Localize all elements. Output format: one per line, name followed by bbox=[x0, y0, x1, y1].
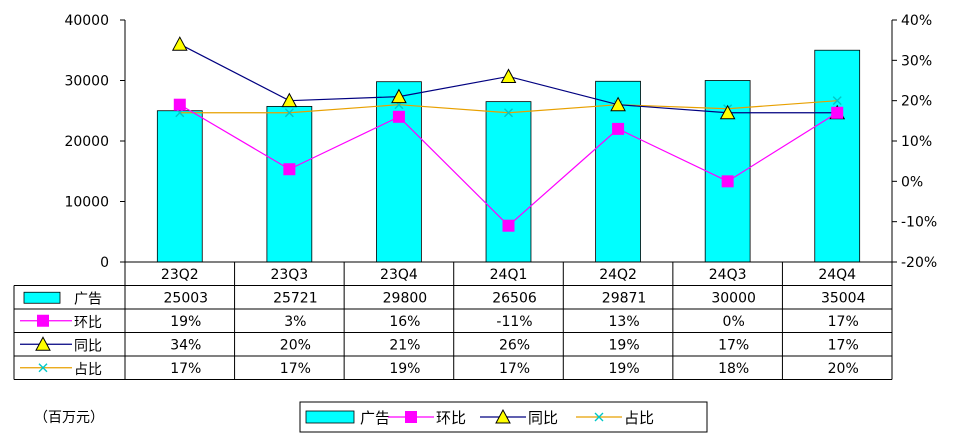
marker-同比-24Q1 bbox=[500, 68, 517, 83]
category-label: 23Q4 bbox=[380, 267, 418, 283]
category-label: 23Q2 bbox=[161, 267, 199, 283]
table-value: 25003 bbox=[164, 290, 209, 306]
y-right-tick-label: -10% bbox=[901, 215, 937, 231]
legend-swatch bbox=[305, 410, 355, 424]
legend-label: 环比 bbox=[436, 409, 466, 427]
legend-marker-环比 bbox=[405, 411, 417, 423]
table-value: 20% bbox=[828, 361, 859, 377]
table-value: 25721 bbox=[273, 290, 318, 306]
legend-item-环比: 环比 bbox=[388, 409, 466, 427]
table-value: 13% bbox=[609, 314, 640, 330]
table-value: 17% bbox=[718, 337, 749, 353]
legend-marker-占比 bbox=[594, 412, 604, 422]
bar-23Q3 bbox=[266, 105, 313, 263]
table-key-marker-广告 bbox=[23, 291, 61, 304]
table-series-name: 占比 bbox=[74, 362, 102, 378]
marker-同比-23Q2 bbox=[171, 36, 188, 51]
bar-24Q1 bbox=[485, 101, 532, 263]
bar-24Q2 bbox=[595, 80, 641, 263]
marker-同比-23Q3 bbox=[281, 92, 298, 108]
marker-环比-23Q4 bbox=[392, 110, 405, 123]
category-label: 24Q3 bbox=[709, 267, 747, 283]
table-value: 29871 bbox=[602, 290, 647, 306]
table-value: -11% bbox=[496, 314, 532, 330]
marker-环比-24Q2 bbox=[612, 122, 625, 135]
table-value: 29800 bbox=[383, 290, 428, 306]
y-right-tick-label: 0% bbox=[901, 174, 923, 190]
table-value: 35004 bbox=[821, 290, 866, 306]
table-value: 17% bbox=[828, 314, 859, 330]
table-key-marker-同比 bbox=[35, 336, 51, 351]
y-right-tick-label: 20% bbox=[901, 94, 932, 110]
y-left-tick-label: 40000 bbox=[64, 13, 109, 29]
table-series-name: 同比 bbox=[74, 338, 102, 354]
table-value: 0% bbox=[723, 314, 745, 330]
y-right-tick-label: -20% bbox=[901, 255, 937, 271]
marker-环比-24Q1 bbox=[502, 219, 515, 232]
table-value: 19% bbox=[609, 361, 640, 377]
marker-环比-24Q3 bbox=[721, 175, 734, 188]
table-value: 19% bbox=[170, 314, 201, 330]
bar-24Q4 bbox=[814, 49, 861, 263]
legend-label: 占比 bbox=[624, 409, 654, 427]
table-value: 30000 bbox=[711, 290, 756, 306]
table-value: 34% bbox=[170, 337, 201, 353]
table-value: 20% bbox=[280, 337, 311, 353]
table-series-name: 环比 bbox=[74, 315, 102, 331]
bar-23Q4 bbox=[376, 81, 422, 263]
legend-label: 广告 bbox=[360, 409, 390, 427]
unit-label: （百万元） bbox=[34, 410, 104, 426]
y-left-tick-label: 10000 bbox=[64, 195, 109, 211]
data-table: 23Q2 23Q3 23Q4 24Q1 24Q2 24Q3 24Q4 广告 25003 25721… bbox=[13, 261, 893, 380]
legend-marker-同比 bbox=[495, 408, 511, 424]
y-left-tick-label: 0 bbox=[100, 255, 109, 271]
axes-layer: 0 10000 20000 30000 40000 -20% -10% 0% 10% 20% 30%… bbox=[64, 13, 937, 271]
category-label: 24Q4 bbox=[818, 267, 856, 283]
marker-占比-24Q1 bbox=[504, 108, 513, 118]
marker-环比-23Q2 bbox=[173, 98, 186, 111]
y-right-tick-label: 40% bbox=[901, 13, 932, 29]
marker-环比-23Q3 bbox=[283, 163, 296, 176]
legend-label: 同比 bbox=[528, 409, 558, 427]
marker-同比-24Q2 bbox=[610, 96, 626, 112]
table-value: 26506 bbox=[492, 290, 537, 306]
table-key-占比 bbox=[20, 363, 72, 373]
y-left-tick-label: 30000 bbox=[64, 74, 109, 90]
table-key-marker-占比 bbox=[38, 363, 48, 373]
table-key-marker-环比 bbox=[37, 314, 49, 327]
table-key-广告 bbox=[23, 291, 61, 304]
table-value: 16% bbox=[389, 314, 420, 330]
table-value: 17% bbox=[499, 361, 530, 377]
y-right-tick-label: 30% bbox=[901, 53, 932, 69]
legend-item-同比: 同比 bbox=[480, 408, 558, 427]
bar-23Q2 bbox=[156, 110, 203, 263]
table-value: 19% bbox=[389, 361, 420, 377]
legend: 广告 环比 同比 占比 bbox=[299, 401, 708, 433]
table-key-环比 bbox=[20, 314, 72, 327]
marker-同比-23Q4 bbox=[391, 88, 407, 104]
table-value: 21% bbox=[389, 337, 420, 353]
table-value: 26% bbox=[499, 337, 530, 353]
legend-item-占比: 占比 bbox=[576, 409, 654, 427]
category-label: 24Q2 bbox=[599, 267, 637, 283]
table-value: 17% bbox=[170, 361, 201, 377]
table-value: 17% bbox=[828, 337, 859, 353]
line-layer bbox=[171, 36, 846, 232]
legend-item-广告: 广告 bbox=[305, 409, 390, 427]
marker-同比-24Q3 bbox=[719, 104, 736, 120]
y-left-tick-label: 20000 bbox=[64, 134, 109, 150]
table-value: 3% bbox=[284, 314, 306, 330]
category-label: 23Q3 bbox=[270, 267, 308, 283]
category-label: 24Q1 bbox=[490, 267, 528, 283]
table-key-同比 bbox=[20, 336, 72, 351]
table-value: 18% bbox=[718, 361, 749, 377]
table-series-name: 广告 bbox=[74, 291, 102, 307]
table-value: 17% bbox=[280, 361, 311, 377]
y-right-tick-label: 10% bbox=[901, 134, 932, 150]
marker-环比-24Q4 bbox=[831, 106, 844, 119]
marker-占比-24Q4 bbox=[832, 96, 842, 106]
marker-占比-23Q3 bbox=[284, 108, 294, 118]
table-value: 19% bbox=[609, 337, 640, 353]
